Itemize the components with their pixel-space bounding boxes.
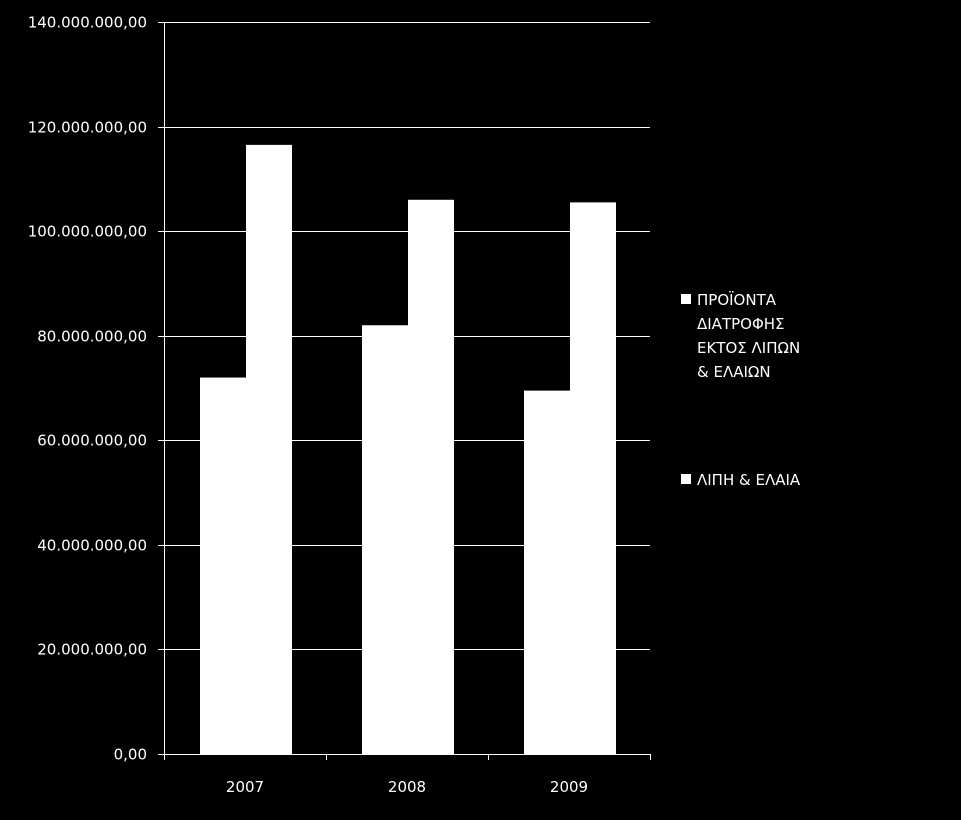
legend-swatch [681,294,691,304]
bars [200,144,616,754]
bar-series-2-2007 [246,144,292,754]
x-tick-label: 2008 [388,778,426,796]
y-tick-label: 60.000.000,00 [37,432,147,450]
y-tick-label: 80.000.000,00 [37,328,147,346]
y-tick-label: 40.000.000,00 [37,537,147,555]
x-tick-label: 2009 [550,778,588,796]
legend-label-line: ΠΡΟΪΟΝΤΑ [697,290,777,309]
x-axis-tick-labels: 2007 2008 2009 [226,778,588,796]
y-tick-label: 140.000.000,00 [28,14,147,32]
legend-label-line: ΕΚΤΟΣ ΛΙΠΩΝ [697,339,800,357]
bar-series-2-2009 [570,202,616,754]
legend-label: ΠΡΟΪΟΝΤΑ ΔΙΑΤΡΟΦΗΣ ΕΚΤΟΣ ΛΙΠΩΝ & ΕΛΑΙΩΝ [697,290,800,381]
legend: ΠΡΟΪΟΝΤΑ ΔΙΑΤΡΟΦΗΣ ΕΚΤΟΣ ΛΙΠΩΝ & ΕΛΑΙΩΝ ΛΙΠΗ… [681,290,801,489]
legend-swatch [681,474,691,484]
bar-series-1-2008 [362,325,408,754]
y-tick-label: 100.000.000,00 [28,223,147,241]
bar-series-2-2008 [408,199,454,754]
legend-label: ΛΙΠΗ & ΕΛΑΙΑ [697,471,801,489]
legend-label-line: & ΕΛΑΙΩΝ [697,363,771,381]
bar-series-1-2009 [524,390,570,754]
bar-series-1-2007 [200,377,246,754]
legend-label-line: ΔΙΑΤΡΟΦΗΣ [697,315,785,333]
y-axis-tick-labels: 0,00 20.000.000,00 40.000.000,00 60.000.000… [28,14,147,764]
y-tick-label: 120.000.000,00 [28,119,147,137]
y-tick-label: 20.000.000,00 [37,641,147,659]
y-tick-label: 0,00 [114,746,147,764]
x-tick-label: 2007 [226,778,264,796]
axes [158,22,651,760]
legend-label-line: ΛΙΠΗ & ΕΛΑΙΑ [697,471,801,489]
